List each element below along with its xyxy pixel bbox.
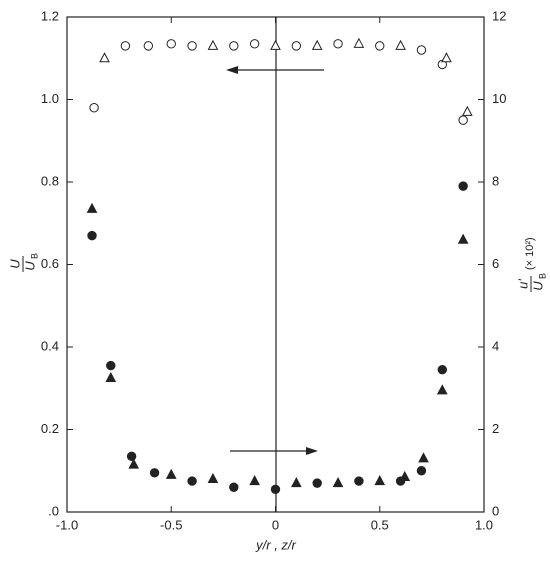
- data-point: [128, 458, 140, 469]
- x-tick-label: -0.5: [160, 517, 182, 532]
- data-point: [395, 39, 406, 50]
- y2-tick-label: 4: [492, 338, 499, 353]
- data-point: [418, 452, 429, 463]
- data-point: [270, 39, 281, 50]
- y2-label-den: U: [530, 281, 545, 291]
- y2-label-suffix: (× 10²): [524, 237, 536, 270]
- data-point: [333, 39, 343, 49]
- data-point: [312, 478, 322, 488]
- data-point: [126, 451, 137, 462]
- data-point: [416, 45, 427, 55]
- data-point: [166, 39, 176, 49]
- x-axis-label: y/r , z/r: [255, 537, 296, 552]
- data-point: [89, 103, 99, 113]
- data-point: [207, 39, 219, 50]
- y2-tick-label: 8: [492, 173, 499, 188]
- y2-axis-label: u' U B (× 10²): [515, 237, 547, 292]
- y-label-num: U: [7, 259, 22, 269]
- y-tick-label: 0.2: [41, 421, 59, 436]
- data-point: [86, 202, 98, 213]
- data-point: [436, 384, 448, 395]
- data-point: [229, 482, 239, 492]
- data-point: [332, 477, 344, 488]
- data-point: [120, 41, 131, 51]
- y2-tick-label: 2: [492, 421, 499, 436]
- data-point: [374, 474, 386, 486]
- data-point: [458, 115, 468, 125]
- x-tick-label: 0.5: [371, 517, 389, 532]
- y-axis-label: U U B: [7, 253, 39, 272]
- data-point: [441, 52, 452, 63]
- data-point: [249, 474, 260, 486]
- data-point: [437, 364, 447, 375]
- y-tick-label: 0.6: [41, 256, 59, 271]
- y-tick-label: 1.0: [41, 91, 59, 106]
- data-point: [458, 181, 468, 191]
- x-tick-label: -1.0: [56, 517, 78, 532]
- data-point: [165, 468, 177, 479]
- upper-arrow: [226, 66, 324, 74]
- lower-arrow: [230, 447, 318, 455]
- data-point: [149, 468, 160, 478]
- data-point: [353, 37, 365, 48]
- data-point: [311, 39, 323, 50]
- y-label-sub: B: [29, 253, 39, 259]
- data-point: [375, 41, 385, 51]
- data-point: [416, 466, 427, 476]
- data-point: [249, 39, 260, 49]
- data-point: [229, 41, 239, 51]
- y2-tick-label: 6: [492, 256, 499, 271]
- data-point: [105, 371, 117, 382]
- data-point: [399, 470, 411, 481]
- data-point: [187, 41, 197, 51]
- data-point: [87, 230, 97, 241]
- data-point: [270, 484, 281, 495]
- data-point: [461, 105, 473, 116]
- x-tick-label: 1.0: [475, 517, 493, 532]
- y2-tick-label: 0: [492, 503, 499, 518]
- y2-label-num: u': [515, 279, 530, 289]
- x-tick-label: 0: [272, 517, 279, 532]
- y-tick-label: 0.8: [41, 173, 59, 188]
- data-point: [291, 477, 302, 488]
- y2-tick-label: 12: [492, 8, 506, 23]
- y-tick-label: 1.2: [41, 8, 59, 23]
- data-point: [354, 476, 364, 486]
- y2-tick-label: 10: [492, 91, 506, 106]
- data-point: [106, 360, 116, 371]
- y-tick-label: .0: [48, 503, 59, 518]
- y2-label-sub: B: [537, 273, 547, 279]
- data-point: [143, 41, 154, 51]
- data-point: [291, 41, 302, 51]
- data-point: [457, 233, 469, 244]
- data-point: [207, 472, 219, 483]
- data-point: [187, 476, 197, 486]
- y-tick-label: 0.4: [41, 338, 59, 353]
- data-point: [99, 52, 110, 63]
- y-label-den: U: [22, 261, 37, 271]
